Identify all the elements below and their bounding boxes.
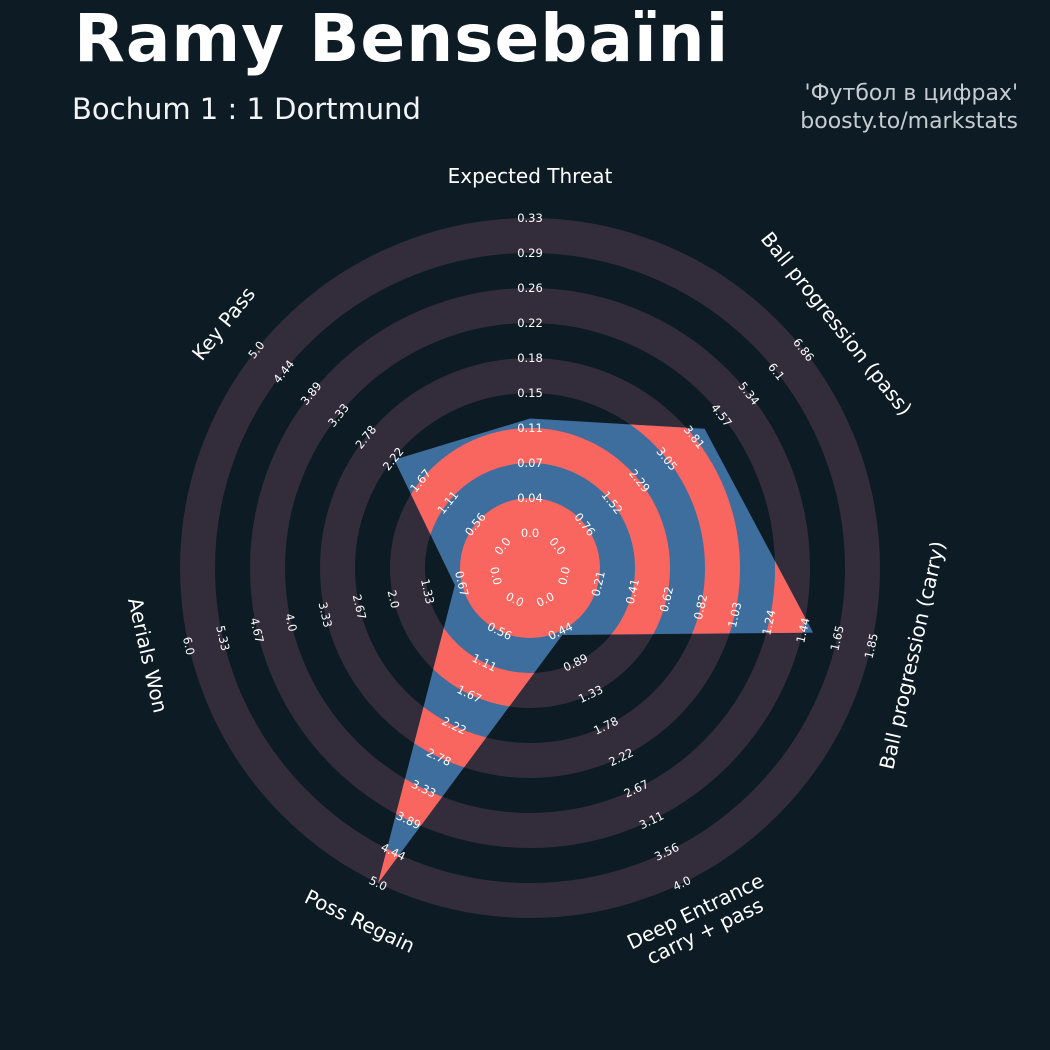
tick-label: 0.18 — [517, 351, 543, 365]
tick-label: 0.22 — [517, 316, 543, 330]
tick-label: 1.44 — [793, 616, 812, 644]
tick-label: 4.67 — [247, 616, 266, 644]
tick-label: 5.33 — [213, 624, 232, 652]
tick-label: 0.26 — [517, 281, 543, 295]
axis-label: Expected Threat — [448, 164, 613, 188]
page-title: Ramy Bensebaïni — [74, 0, 730, 77]
match-score: Bochum 1 : 1 Dortmund — [72, 92, 421, 126]
axis-label: Ball progression (carry) — [874, 539, 950, 772]
tick-label: 0.0 — [555, 565, 573, 586]
tick-label: 1.24 — [759, 608, 778, 636]
tick-label: 0.11 — [517, 421, 543, 435]
tick-label: 0.82 — [691, 593, 710, 621]
tick-label: 0.07 — [517, 456, 543, 470]
tick-label: 1.03 — [725, 601, 744, 629]
tick-label: 0.41 — [623, 577, 642, 605]
tick-label: 6.0 — [180, 635, 198, 656]
tick-label: 0.0 — [487, 565, 505, 586]
tick-label: 4.0 — [282, 612, 300, 633]
credit-link: boosty.to/markstats — [800, 108, 1018, 134]
radar-center-circle — [460, 498, 600, 638]
radar-ring — [250, 288, 810, 848]
credit-brand: 'Футбол в цифрах' — [804, 81, 1018, 106]
tick-label: 0.62 — [657, 585, 676, 613]
tick-label: 0.15 — [517, 386, 543, 400]
tick-label: 1.33 — [418, 577, 437, 605]
tick-label: 1.85 — [862, 632, 881, 660]
tick-label: 2.0 — [385, 589, 403, 610]
credit-block: 'Футбол в цифрах' boosty.to/markstats — [800, 80, 1018, 135]
tick-label: 0.04 — [517, 491, 543, 505]
tick-label: 2.67 — [350, 593, 369, 621]
tick-label: 3.33 — [316, 601, 335, 629]
radar-ring — [180, 218, 880, 918]
tick-label: 0.67 — [452, 570, 471, 598]
tick-label: 0.0 — [521, 526, 539, 540]
tick-label: 0.21 — [589, 570, 608, 598]
axis-label: Aerials Won — [123, 595, 173, 715]
tick-label: 0.33 — [517, 211, 543, 225]
tick-label: 1.65 — [827, 624, 846, 652]
axis-label: Poss Regain — [301, 885, 419, 958]
tick-label: 0.29 — [517, 246, 543, 260]
